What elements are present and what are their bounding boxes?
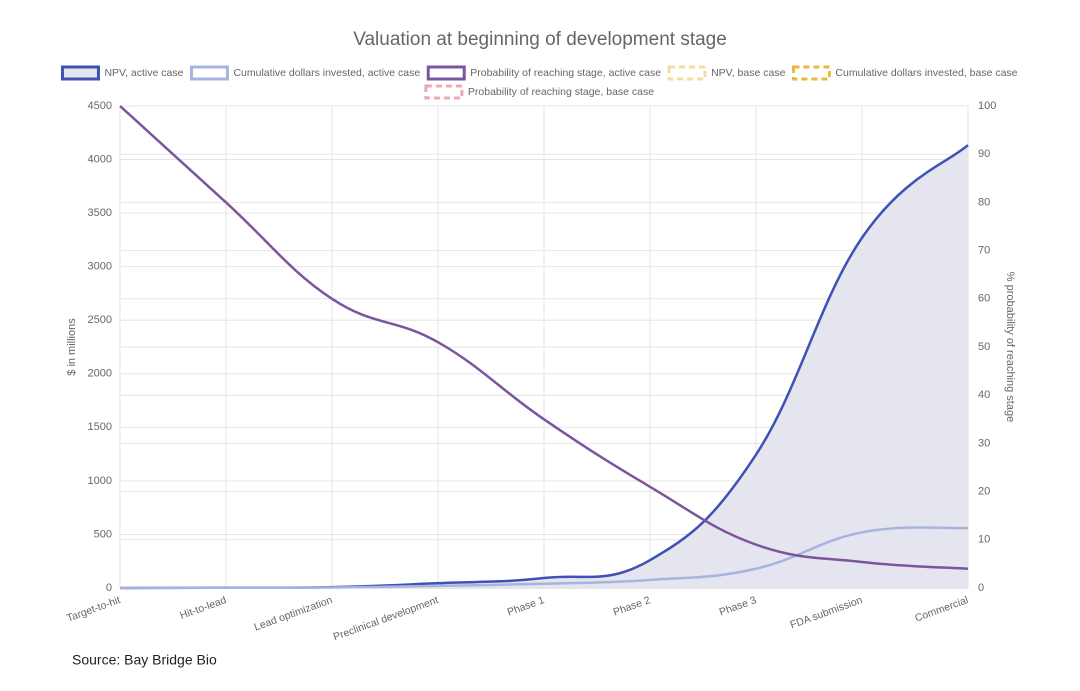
y2-tick-label: 50	[978, 341, 990, 353]
y-tick-label: 2000	[88, 368, 112, 380]
y-tick-label: 2500	[88, 314, 112, 326]
legend-item: NPV, active case	[60, 65, 184, 81]
line	[119, 105, 969, 570]
legend-swatch	[424, 84, 464, 100]
y-tick-label: 4000	[88, 153, 112, 165]
y2-tick-label: 20	[978, 486, 990, 498]
legend-item: Cumulative dollars invested, base case	[791, 65, 1018, 81]
y2-tick-label: 70	[978, 245, 990, 257]
legend-item: Probability of reaching stage, active ca…	[426, 65, 661, 81]
chart-title: Valuation at beginning of development st…	[353, 29, 727, 50]
x-tick-label: FDA submission	[789, 594, 865, 631]
legend-swatch	[426, 65, 466, 81]
legend-swatch	[667, 65, 707, 81]
legend-item: NPV, base case	[667, 65, 786, 81]
y2-tick-label: 40	[978, 389, 990, 401]
legend-label: NPV, active case	[104, 67, 183, 79]
x-tick-label: Target-to-hit	[65, 594, 122, 624]
x-tick-label: Commercial	[913, 594, 970, 624]
legend-item: Probability of reaching stage, base case	[424, 84, 654, 100]
source: Source: Bay Bridge Bio	[72, 652, 217, 668]
y-tick-label: 500	[94, 528, 112, 540]
legend-label: Cumulative dollars invested, base case	[835, 67, 1017, 79]
legend-label: Probability of reaching stage, active ca…	[470, 67, 661, 79]
x-tick-label: Lead optimization	[253, 594, 335, 633]
legend-item: Cumulative dollars invested, active case	[189, 65, 420, 81]
y2-tick-label: 60	[978, 293, 990, 305]
line	[119, 526, 969, 590]
y-tick-label: 1000	[88, 475, 112, 487]
x-tick-label: Phase 3	[718, 594, 758, 619]
y2-tick-label: 10	[978, 534, 990, 546]
y-tick-label: 0	[106, 582, 112, 594]
y2-tick-label: 80	[978, 196, 990, 208]
y2-tick-label: 0	[978, 582, 984, 594]
y2-tick-label: 30	[978, 437, 990, 449]
y-axis-title: $ in millions	[66, 318, 78, 376]
legend-swatch	[189, 65, 229, 81]
legend-label: Probability of reaching stage, base case	[468, 86, 654, 98]
x-tick-label: Phase 2	[612, 594, 652, 619]
y-tick-label: 4500	[88, 100, 112, 112]
y2-axis-title: % probability of reaching stage	[1004, 272, 1016, 422]
y2-tick-label: 100	[978, 100, 996, 112]
legend-label: NPV, base case	[711, 67, 785, 79]
x-tick-label: Preclinical development	[332, 594, 440, 643]
y2-tick-label: 90	[978, 148, 990, 160]
legend-swatch	[60, 65, 100, 81]
x-tick-label: Phase 1	[506, 594, 546, 619]
x-tick-label: Hit-to-lead	[178, 594, 228, 622]
y-tick-label: 1500	[88, 421, 112, 433]
area	[120, 145, 968, 588]
legend-label: Cumulative dollars invested, active case	[233, 67, 420, 79]
y-tick-label: 3500	[88, 207, 112, 219]
legend-swatch	[791, 65, 831, 81]
y-tick-label: 3000	[88, 261, 112, 273]
